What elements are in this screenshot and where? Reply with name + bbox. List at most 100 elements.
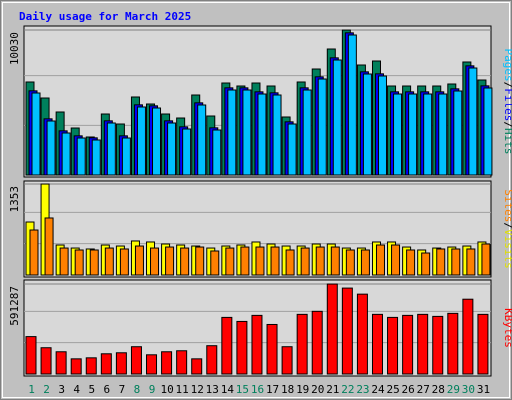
x-tick-label: 10: [160, 383, 173, 396]
x-tick-label: 20: [311, 383, 324, 396]
x-tick-label: 15: [236, 383, 249, 396]
bar: [74, 249, 84, 276]
bar: [25, 336, 37, 375]
bar: [134, 245, 144, 276]
bar: [31, 92, 41, 176]
bar: [477, 313, 489, 375]
x-tick-label: 24: [371, 383, 385, 396]
x-tick-label: 29: [447, 383, 460, 396]
bar: [393, 93, 403, 176]
bar: [221, 316, 233, 375]
bar: [417, 313, 429, 375]
bar: [212, 129, 222, 176]
bar: [119, 248, 129, 276]
x-tick-label: 2: [43, 383, 50, 396]
bar: [332, 59, 342, 176]
bar: [287, 123, 297, 176]
bar: [438, 93, 448, 176]
bar: [315, 246, 325, 276]
x-tick-label: 31: [477, 383, 490, 396]
bar: [176, 350, 188, 375]
bar: [44, 217, 54, 276]
bar: [466, 248, 476, 276]
bar: [360, 249, 370, 276]
bar: [182, 128, 192, 176]
x-tick-label: 22: [341, 383, 354, 396]
bar: [451, 248, 461, 276]
bar: [377, 75, 387, 176]
bar: [167, 122, 177, 176]
bar: [180, 247, 190, 276]
chart-title: Daily usage for March 2025: [19, 10, 191, 23]
x-tick-label: 14: [221, 383, 235, 396]
x-tick-label: 12: [191, 383, 204, 396]
x-tick-label: 27: [417, 383, 430, 396]
x-tick-label: 3: [58, 383, 65, 396]
bar: [468, 67, 478, 176]
bar: [436, 248, 446, 276]
bar: [270, 246, 280, 276]
x-tick-label: 30: [462, 383, 475, 396]
bar: [453, 90, 463, 176]
x-tick-label: 21: [326, 383, 339, 396]
bar: [251, 314, 263, 375]
bar: [302, 89, 312, 176]
bar: [285, 249, 295, 276]
bar: [195, 246, 205, 276]
legend-entry: Visits: [502, 229, 512, 269]
x-tick-label: 23: [356, 383, 369, 396]
x-tick-label: 28: [432, 383, 445, 396]
bar: [296, 313, 308, 375]
bar: [29, 229, 39, 276]
bar: [106, 122, 116, 176]
bar: [236, 320, 248, 375]
x-tick-label: 18: [281, 383, 294, 396]
bar: [347, 34, 357, 176]
x-tick-label: 7: [119, 383, 126, 396]
bar: [481, 243, 491, 276]
x-tick-label: 17: [266, 383, 279, 396]
bar: [326, 283, 338, 375]
bar: [150, 247, 160, 276]
bar: [225, 247, 235, 276]
bar: [210, 250, 220, 276]
bar: [89, 249, 99, 276]
x-tick-label: 16: [251, 383, 264, 396]
bar: [76, 137, 86, 176]
x-tick-label: 26: [402, 383, 415, 396]
legend-entry: Files: [502, 88, 512, 121]
bar: [61, 132, 71, 176]
bar: [311, 310, 323, 375]
bar: [257, 93, 267, 176]
bar: [317, 78, 327, 176]
bar: [152, 107, 162, 176]
legend-separator: /: [502, 82, 512, 89]
bar: [483, 87, 493, 176]
x-tick-label: 5: [88, 383, 95, 396]
bar: [100, 353, 112, 375]
x-tick-label: 19: [296, 383, 309, 396]
bar: [402, 314, 414, 375]
bar: [115, 352, 127, 375]
x-tick-label: 6: [104, 383, 111, 396]
bar: [161, 351, 173, 375]
x-tick-label: 11: [176, 383, 189, 396]
bar: [447, 312, 459, 375]
bar: [46, 120, 56, 176]
bar: [227, 89, 237, 176]
bar: [146, 354, 158, 375]
bar: [40, 347, 52, 375]
legend-entry: Hits: [502, 128, 512, 155]
legend-separator: /: [502, 121, 512, 128]
bar: [362, 73, 372, 176]
x-tick-label: 9: [149, 383, 156, 396]
x-tick-label: 25: [386, 383, 399, 396]
bar: [406, 249, 416, 276]
bar: [371, 313, 383, 375]
bar: [70, 358, 82, 375]
bar: [104, 247, 114, 276]
bar: [387, 316, 399, 375]
bar: [136, 106, 146, 176]
